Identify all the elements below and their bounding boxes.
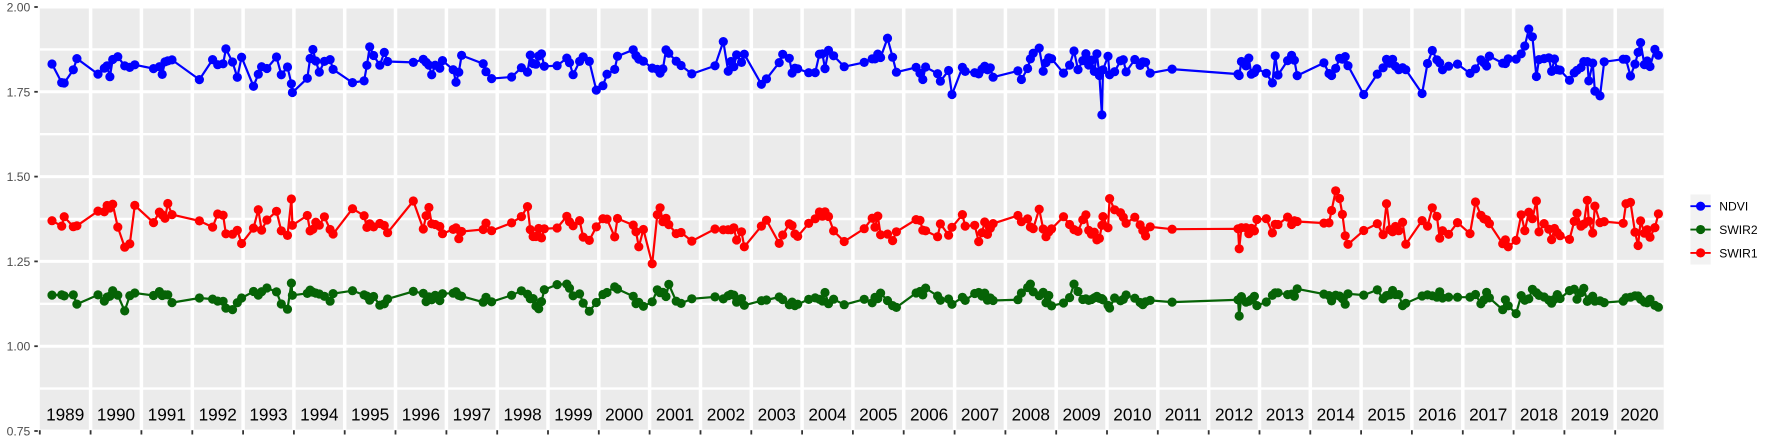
svg-text:2003: 2003 (758, 405, 796, 425)
svg-text:1989: 1989 (46, 405, 84, 425)
svg-text:1998: 1998 (503, 405, 541, 425)
svg-text:2012: 2012 (1215, 405, 1253, 425)
svg-text:2017: 2017 (1469, 405, 1507, 425)
svg-text:1.25: 1.25 (7, 255, 31, 269)
svg-text:1.50: 1.50 (7, 170, 31, 184)
svg-text:1996: 1996 (402, 405, 440, 425)
svg-text:2020: 2020 (1620, 405, 1658, 425)
svg-text:SWIR2: SWIR2 (1719, 223, 1758, 237)
svg-text:2006: 2006 (910, 405, 948, 425)
svg-text:2018: 2018 (1520, 405, 1558, 425)
svg-text:NDVI: NDVI (1719, 200, 1748, 214)
svg-text:1991: 1991 (148, 405, 186, 425)
svg-text:2011: 2011 (1165, 405, 1202, 425)
svg-text:1993: 1993 (249, 405, 287, 425)
svg-text:2010: 2010 (1113, 405, 1151, 425)
svg-text:1990: 1990 (97, 405, 135, 425)
svg-text:2007: 2007 (961, 405, 999, 425)
svg-text:SWIR1: SWIR1 (1719, 246, 1758, 260)
svg-text:2005: 2005 (859, 405, 897, 425)
svg-text:1992: 1992 (199, 405, 237, 425)
svg-text:2016: 2016 (1418, 405, 1456, 425)
svg-text:1994: 1994 (300, 405, 339, 425)
svg-text:1999: 1999 (554, 405, 592, 425)
svg-text:2013: 2013 (1266, 405, 1304, 425)
svg-text:2014: 2014 (1317, 405, 1356, 425)
svg-text:1997: 1997 (453, 405, 491, 425)
svg-text:1.75: 1.75 (7, 85, 31, 99)
svg-text:2009: 2009 (1062, 405, 1100, 425)
svg-text:1.00: 1.00 (7, 340, 31, 354)
svg-text:1995: 1995 (351, 405, 389, 425)
svg-text:2008: 2008 (1012, 405, 1050, 425)
svg-text:2004: 2004 (808, 405, 847, 425)
svg-text:2.00: 2.00 (7, 1, 31, 15)
svg-text:0.75: 0.75 (7, 425, 31, 439)
svg-text:2001: 2001 (656, 405, 694, 425)
svg-text:2019: 2019 (1571, 405, 1609, 425)
svg-text:2000: 2000 (605, 405, 643, 425)
svg-text:2002: 2002 (707, 405, 745, 425)
svg-text:2015: 2015 (1367, 405, 1405, 425)
